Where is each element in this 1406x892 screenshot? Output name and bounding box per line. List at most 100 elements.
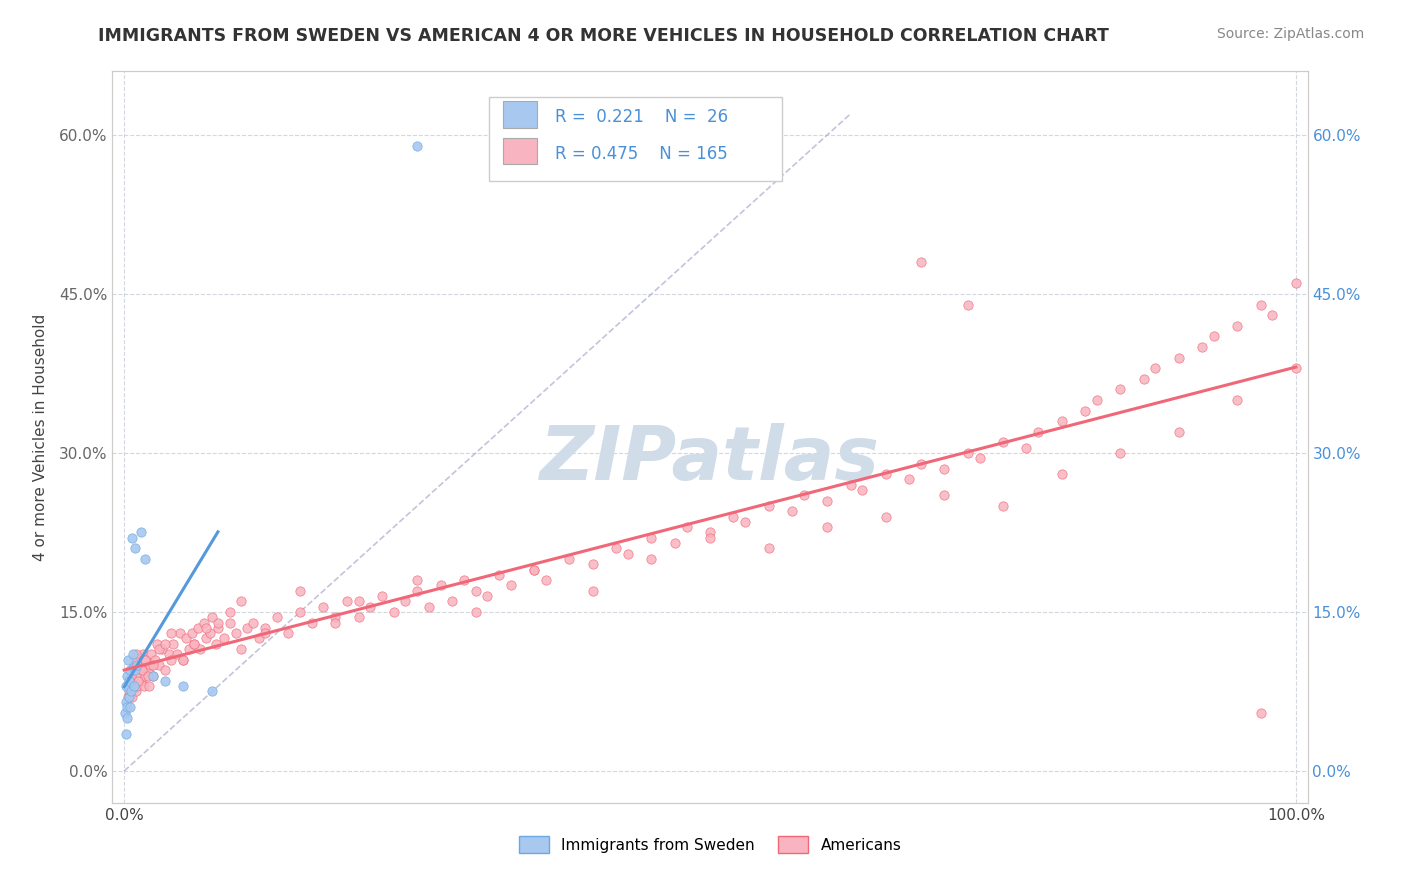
Point (115, 711, 138, 725)
Point (758, 499, 780, 513)
Point (132, 648, 155, 662)
Point (956, 297, 979, 311)
Point (118, 673, 141, 688)
Point (898, 473, 921, 487)
Point (183, 637, 205, 651)
Point (1109, 446, 1132, 460)
Text: R =  0.221    N =  26: R = 0.221 N = 26 (555, 109, 728, 127)
Point (138, 679, 160, 693)
Point (347, 610, 370, 624)
Point (162, 637, 184, 651)
Point (117, 690, 139, 704)
Point (125, 684, 148, 698)
Point (418, 599, 440, 614)
Point (155, 673, 177, 688)
Point (1109, 383, 1132, 397)
Point (207, 621, 229, 635)
Point (120, 700, 142, 714)
Point (1226, 392, 1249, 407)
Point (617, 547, 640, 561)
Point (160, 653, 183, 667)
Point (640, 531, 662, 545)
Point (131, 663, 153, 677)
Point (1015, 441, 1038, 455)
Point (118, 679, 141, 693)
Point (127, 673, 149, 688)
Point (582, 583, 605, 598)
Point (117, 700, 139, 714)
Point (394, 594, 416, 608)
Point (124, 541, 146, 556)
Point (120, 673, 141, 688)
Point (323, 615, 346, 630)
Point (115, 668, 138, 682)
Point (121, 690, 143, 704)
Point (464, 605, 486, 619)
Point (121, 648, 143, 662)
Point (288, 583, 311, 598)
Point (253, 626, 276, 640)
Point (155, 637, 177, 651)
Point (125, 648, 148, 662)
Point (1132, 372, 1154, 386)
Point (991, 435, 1014, 450)
Point (148, 658, 170, 673)
Point (157, 648, 180, 662)
Point (664, 536, 686, 550)
Point (218, 615, 240, 630)
Point (266, 610, 288, 624)
Point (121, 663, 143, 677)
Point (312, 599, 335, 614)
Point (115, 695, 138, 709)
Point (204, 637, 226, 651)
Point (134, 668, 156, 682)
Point (134, 552, 156, 566)
Point (181, 626, 204, 640)
Point (488, 567, 510, 582)
Point (172, 679, 194, 693)
Point (969, 451, 991, 466)
Point (558, 552, 581, 566)
Point (406, 573, 429, 587)
Text: IMMIGRANTS FROM SWEDEN VS AMERICAN 4 OR MORE VEHICLES IN HOUSEHOLD CORRELATION C: IMMIGRANTS FROM SWEDEN VS AMERICAN 4 OR … (98, 27, 1109, 45)
Point (815, 493, 838, 508)
Point (188, 642, 212, 657)
Point (406, 583, 429, 598)
Point (166, 648, 188, 662)
Point (1050, 414, 1073, 428)
Point (207, 615, 229, 630)
Point (991, 499, 1014, 513)
Point (464, 583, 486, 598)
Point (758, 541, 780, 556)
Point (146, 637, 169, 651)
Point (201, 610, 224, 624)
Point (142, 658, 165, 673)
Point (160, 626, 183, 640)
Point (534, 573, 557, 587)
Point (183, 637, 205, 651)
Point (301, 615, 323, 630)
Point (793, 488, 815, 502)
Point (120, 668, 142, 682)
Point (118, 690, 141, 704)
Point (875, 509, 897, 524)
Point (172, 653, 194, 667)
Y-axis label: 4 or more Vehicles in Household: 4 or more Vehicles in Household (32, 313, 48, 561)
Point (142, 668, 165, 682)
Point (121, 531, 143, 545)
Point (699, 531, 721, 545)
Point (780, 504, 803, 518)
Point (288, 605, 311, 619)
Point (429, 578, 451, 592)
Point (150, 642, 173, 657)
Point (1167, 425, 1189, 439)
Point (640, 552, 662, 566)
Text: ZIPatlas: ZIPatlas (540, 423, 880, 496)
Point (277, 626, 299, 640)
Point (910, 457, 932, 471)
Point (118, 663, 141, 677)
Point (1285, 277, 1308, 291)
Point (523, 563, 546, 577)
Point (253, 621, 276, 635)
Point (141, 648, 163, 662)
